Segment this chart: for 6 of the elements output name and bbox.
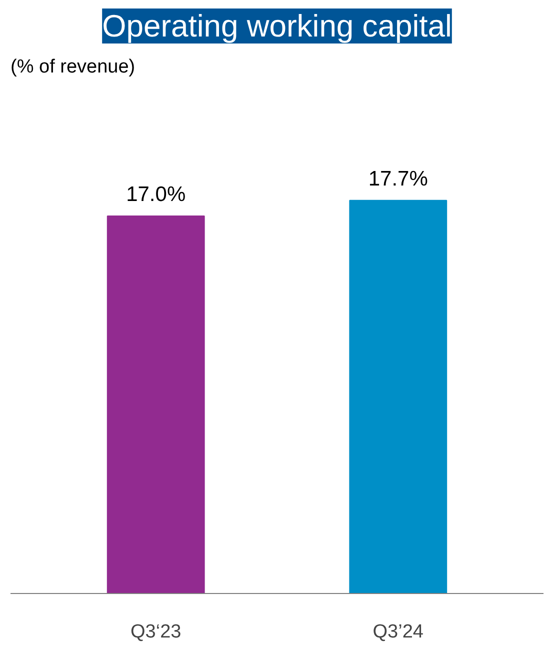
chart-subtitle: (% of revenue) [10, 56, 136, 78]
data-label: 17.0% [126, 182, 186, 206]
x-tick-label: Q3’24 [372, 622, 424, 642]
data-label: 17.7% [368, 167, 428, 190]
x-tick-label: Q3‘23 [130, 622, 182, 642]
chart-title: Operating working capital [102, 8, 452, 44]
